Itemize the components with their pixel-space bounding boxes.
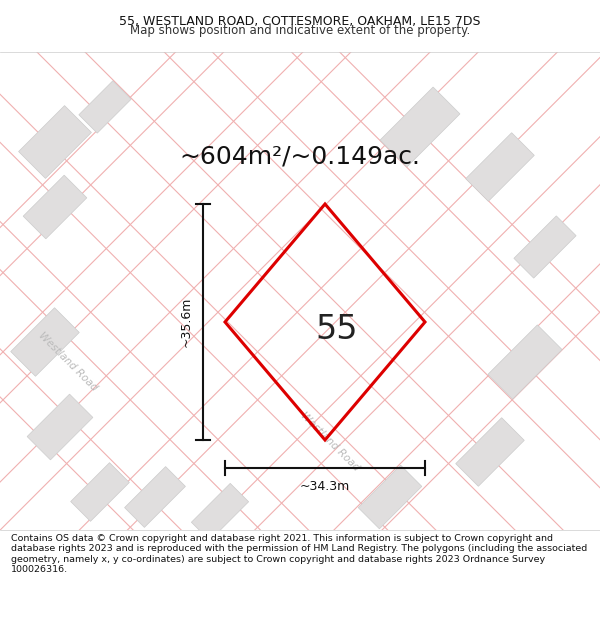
Polygon shape (380, 87, 460, 167)
Polygon shape (488, 325, 562, 399)
Polygon shape (11, 308, 79, 376)
Polygon shape (79, 81, 131, 133)
Text: ~604m²/~0.149ac.: ~604m²/~0.149ac. (179, 145, 421, 169)
Polygon shape (27, 394, 93, 460)
Polygon shape (514, 216, 576, 278)
Polygon shape (358, 465, 422, 529)
Text: ~35.6m: ~35.6m (180, 297, 193, 347)
Text: Contains OS data © Crown copyright and database right 2021. This information is : Contains OS data © Crown copyright and d… (11, 534, 587, 574)
Text: Map shows position and indicative extent of the property.: Map shows position and indicative extent… (130, 24, 470, 38)
Text: 55: 55 (316, 314, 358, 346)
Text: Westland Road: Westland Road (37, 331, 99, 393)
Polygon shape (456, 418, 524, 486)
Polygon shape (125, 467, 185, 528)
Polygon shape (466, 132, 534, 201)
Text: Westland Road: Westland Road (299, 411, 361, 473)
Polygon shape (191, 483, 248, 541)
Text: 55, WESTLAND ROAD, COTTESMORE, OAKHAM, LE15 7DS: 55, WESTLAND ROAD, COTTESMORE, OAKHAM, L… (119, 14, 481, 28)
Polygon shape (71, 462, 130, 521)
Polygon shape (23, 175, 87, 239)
Polygon shape (19, 106, 91, 178)
Text: ~34.3m: ~34.3m (300, 480, 350, 493)
